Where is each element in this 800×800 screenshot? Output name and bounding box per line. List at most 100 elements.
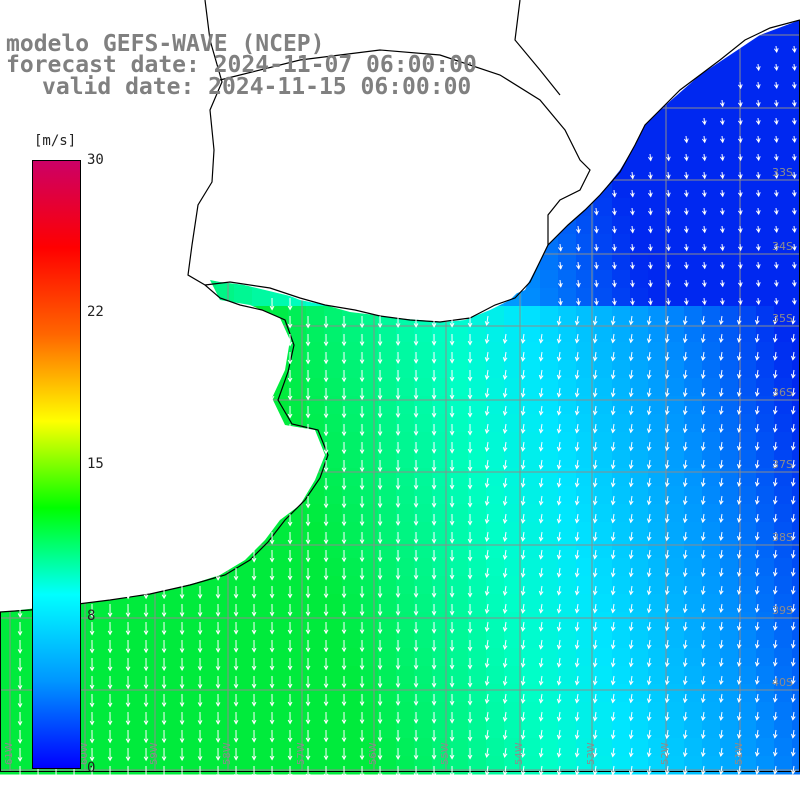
wind-speed-cell (342, 378, 361, 397)
wind-arrow (773, 153, 779, 162)
wind-arrow (664, 711, 670, 722)
wind-arrow (305, 675, 311, 689)
wind-arrow (305, 387, 311, 401)
wind-arrow (773, 135, 779, 144)
wind-arrow (772, 441, 778, 451)
wind-arrow (89, 729, 95, 744)
wind-speed-cell (522, 612, 541, 631)
wind-speed-cell (576, 684, 595, 703)
wind-arrow (449, 639, 455, 652)
wind-speed-cell (666, 306, 685, 325)
wind-arrow (17, 567, 23, 582)
wind-arrow (718, 369, 724, 380)
wind-speed-cell (576, 234, 595, 253)
wind-speed-cell (612, 720, 631, 739)
wind-speed-cell (648, 468, 667, 487)
wind-speed-cell (648, 612, 667, 631)
wind-arrow (718, 441, 724, 452)
wind-speed-cell (576, 396, 595, 415)
wind-speed-cell (468, 540, 487, 559)
wind-speed-cell (612, 180, 631, 199)
wind-arrow (646, 441, 652, 452)
wind-arrow (754, 765, 760, 775)
wind-speed-cell (486, 738, 505, 757)
wind-arrow (666, 171, 671, 180)
wind-speed-cell (414, 324, 433, 343)
wind-speed-cell (666, 630, 685, 649)
colorbar-tick: 22 (87, 304, 104, 320)
latitude-label: 34S (772, 240, 793, 253)
wind-speed-cell (612, 252, 631, 271)
wind-arrow (736, 657, 742, 667)
wind-arrow (107, 711, 113, 726)
wind-speed-cell (702, 684, 721, 703)
wind-speed-cell (414, 738, 433, 757)
wind-arrow (520, 369, 526, 380)
wind-speed-cell (342, 558, 361, 577)
wind-speed-cell (252, 612, 271, 631)
wind-arrow (628, 639, 634, 650)
wind-speed-cell (450, 342, 469, 361)
wind-arrow (737, 99, 743, 108)
wind-speed-cell (198, 720, 217, 739)
wind-arrow (592, 567, 598, 578)
wind-arrow (520, 585, 526, 596)
wind-arrow (790, 459, 796, 469)
wind-arrow (502, 549, 508, 560)
wind-arrow (736, 711, 742, 721)
wind-speed-cell (540, 666, 559, 685)
wind-arrow (179, 513, 185, 528)
wind-arrow (773, 81, 779, 90)
wind-speed-cell (306, 504, 325, 523)
wind-arrow (341, 639, 347, 653)
wind-arrow (161, 621, 167, 636)
wind-speed-cell (504, 738, 523, 757)
wind-speed-cell (378, 720, 397, 739)
wind-speed-cell (612, 432, 631, 451)
wind-arrow (125, 585, 131, 600)
wind-arrow (791, 225, 797, 233)
wind-arrow (790, 639, 796, 649)
wind-arrow (610, 513, 616, 524)
wind-speed-cell (522, 306, 541, 325)
wind-speed-cell (666, 324, 685, 343)
wind-arrow (17, 747, 23, 762)
wind-arrow (574, 657, 580, 668)
wind-arrow (754, 423, 760, 433)
wind-arrow (520, 405, 526, 416)
wind-speed-cell (144, 612, 163, 631)
wind-arrow (790, 657, 796, 667)
wind-arrow (233, 603, 239, 617)
wind-speed-cell (270, 702, 289, 721)
wind-arrow (449, 729, 455, 742)
wind-speed-cell (558, 396, 577, 415)
wind-arrow (736, 621, 742, 631)
wind-arrow (790, 585, 796, 595)
wind-speed-cell (576, 378, 595, 397)
wind-speed-cell (558, 414, 577, 433)
longitude-label: 56W (368, 742, 379, 765)
wind-speed-cell (756, 738, 775, 757)
wind-speed-cell (306, 486, 325, 505)
colorbar-tick: 15 (87, 456, 104, 472)
wind-speed-cell (252, 288, 271, 307)
wind-arrow (612, 279, 617, 288)
wind-arrow (664, 693, 670, 704)
wind-arrow (431, 675, 437, 688)
wind-arrow (610, 495, 616, 506)
wind-arrow (520, 459, 526, 470)
wind-arrow (233, 495, 239, 509)
wind-arrow (791, 99, 797, 107)
wind-speed-cell (324, 432, 343, 451)
wind-speed-cell (486, 342, 505, 361)
wind-speed-cell (684, 558, 703, 577)
colorbar-tick: 8 (87, 608, 96, 624)
wind-arrow (574, 387, 580, 398)
wind-speed-cell (756, 252, 775, 271)
wind-arrow (107, 693, 113, 708)
wind-speed-cell (144, 738, 163, 757)
wind-arrow (684, 135, 689, 144)
wind-arrow (754, 477, 760, 487)
wind-arrow (666, 189, 671, 198)
